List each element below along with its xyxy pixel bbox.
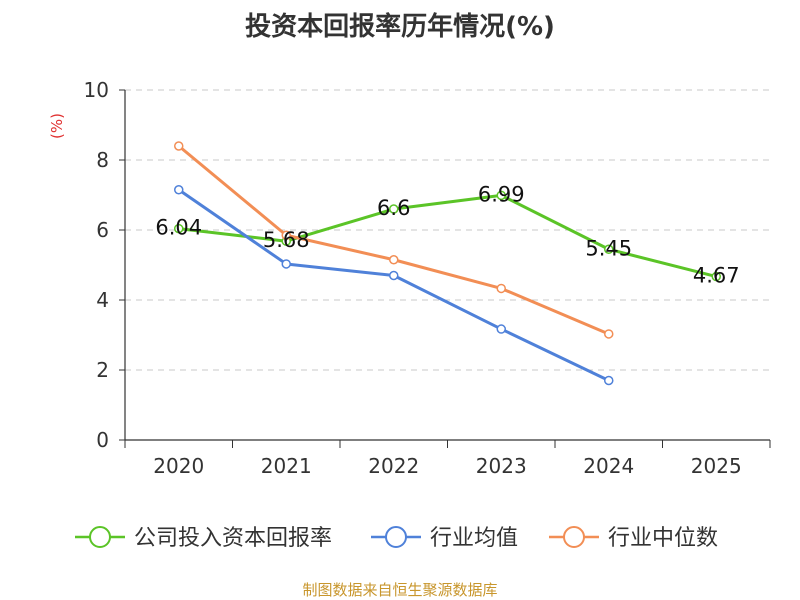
data-point-series-0	[711, 271, 721, 282]
chart-title: 投资本回报率历年情况(%)	[245, 12, 555, 42]
x-tick-label: 2022	[368, 454, 419, 478]
data-point-series-2	[281, 230, 291, 240]
y-tick-label: 8	[96, 148, 109, 172]
y-tick-label: 6	[96, 218, 109, 242]
legend-marker	[563, 526, 585, 548]
y-tick-label: 0	[96, 428, 109, 452]
legend-label: 公司投入资本回报率	[134, 526, 332, 551]
x-tick-label: 2025	[691, 454, 742, 478]
data-point-series-1	[604, 375, 614, 386]
data-label: 5.45	[585, 236, 632, 260]
series-lines	[177, 144, 717, 382]
x-tick-label: 2023	[476, 454, 527, 478]
data-point-series-1	[389, 270, 399, 281]
y-tick-label: 2	[96, 358, 109, 382]
data-point-series-0	[389, 204, 399, 214]
data-point-series-0	[174, 223, 184, 234]
legend-label: 行业中位数	[608, 526, 718, 551]
y-tick-labels: 0 2 4 6 8 10	[84, 78, 109, 452]
data-source-note: 制图数据来自恒生聚源数据库	[302, 581, 498, 599]
legend-marker	[385, 526, 407, 548]
data-point-series-2	[389, 255, 399, 265]
series-line-0	[178, 193, 717, 279]
data-point-series-2	[604, 329, 614, 339]
data-label: 5.68	[263, 228, 310, 252]
series-points	[174, 141, 721, 386]
data-point-series-2	[174, 141, 184, 151]
x-tick-labels: 2020 2021 2022 2023 2024 2025	[153, 454, 741, 478]
legend-item-2: 行业中位数	[549, 526, 718, 551]
data-point-series-1	[281, 259, 291, 269]
data-label: 6.04	[155, 216, 202, 240]
x-tick-label: 2021	[261, 454, 312, 478]
data-labels: 6.04 5.68 6.6 6.99 5.45 4.67	[155, 182, 739, 287]
y-axis-label: (%)	[48, 113, 66, 139]
data-label: 6.99	[478, 182, 525, 206]
legend-item-1: 行业均值	[371, 526, 518, 551]
grid-lines	[125, 89, 770, 371]
x-tick-label: 2020	[153, 454, 204, 478]
legend-marker	[89, 526, 111, 548]
data-point-series-0	[496, 190, 506, 201]
legend-label: 行业均值	[430, 526, 518, 551]
legend: 公司投入资本回报率 行业均值 行业中位数	[75, 526, 718, 551]
series-line-2	[177, 144, 610, 336]
data-point-series-0	[604, 244, 614, 254]
y-tick-label: 4	[96, 288, 109, 312]
data-point-series-2	[496, 283, 506, 294]
axes	[119, 89, 771, 448]
data-label: 6.6	[377, 196, 410, 220]
data-point-series-1	[496, 324, 506, 334]
data-label: 4.67	[693, 264, 740, 288]
legend-item-0: 公司投入资本回报率	[75, 526, 332, 551]
y-tick-label: 10	[84, 78, 109, 102]
data-point-series-1	[174, 185, 184, 195]
x-tick-label: 2024	[583, 454, 634, 478]
